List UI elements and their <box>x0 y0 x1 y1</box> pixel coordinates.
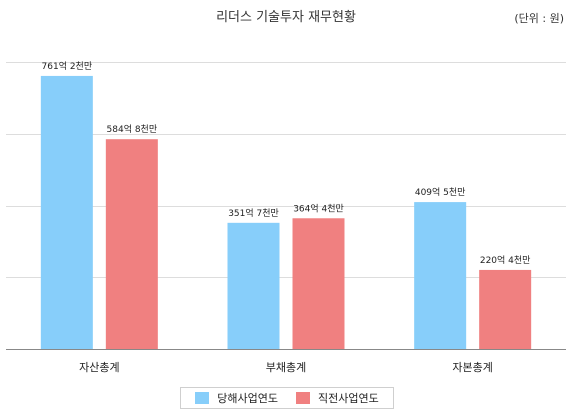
data-label: 584억 8천만 <box>107 123 158 135</box>
data-label: 220억 4천만 <box>480 254 531 266</box>
legend: 당해사업연도 직전사업연도 <box>180 387 394 409</box>
bar-current-0 <box>40 75 93 350</box>
legend-label-previous-year: 직전사업연도 <box>318 392 379 405</box>
category-label: 자본총계 <box>452 361 492 374</box>
legend-swatch-previous-year <box>296 392 310 404</box>
category-label: 자산총계 <box>79 361 119 374</box>
data-label: 351억 7천만 <box>228 207 279 219</box>
legend-label-current-year: 당해사업연도 <box>217 392 278 405</box>
bar-previous-1 <box>292 218 345 349</box>
bar-current-2 <box>414 202 467 349</box>
bar-previous-0 <box>105 139 158 349</box>
data-label: 409억 5천만 <box>415 186 466 198</box>
legend-item-previous-year[interactable]: 직전사업연도 <box>296 390 379 406</box>
bar-previous-2 <box>479 269 532 349</box>
chart-title: 리더스 기술투자 재무현황 <box>216 10 356 25</box>
legend-swatch-current-year <box>195 392 210 404</box>
data-label: 761억 2천만 <box>42 60 93 72</box>
category-label: 부채총계 <box>266 361 306 374</box>
unit-label: (단위 : 원) <box>514 12 564 25</box>
bar-current-1 <box>227 222 280 349</box>
legend-item-current-year[interactable]: 당해사업연도 <box>195 390 278 406</box>
data-label: 364억 4천만 <box>293 202 344 214</box>
